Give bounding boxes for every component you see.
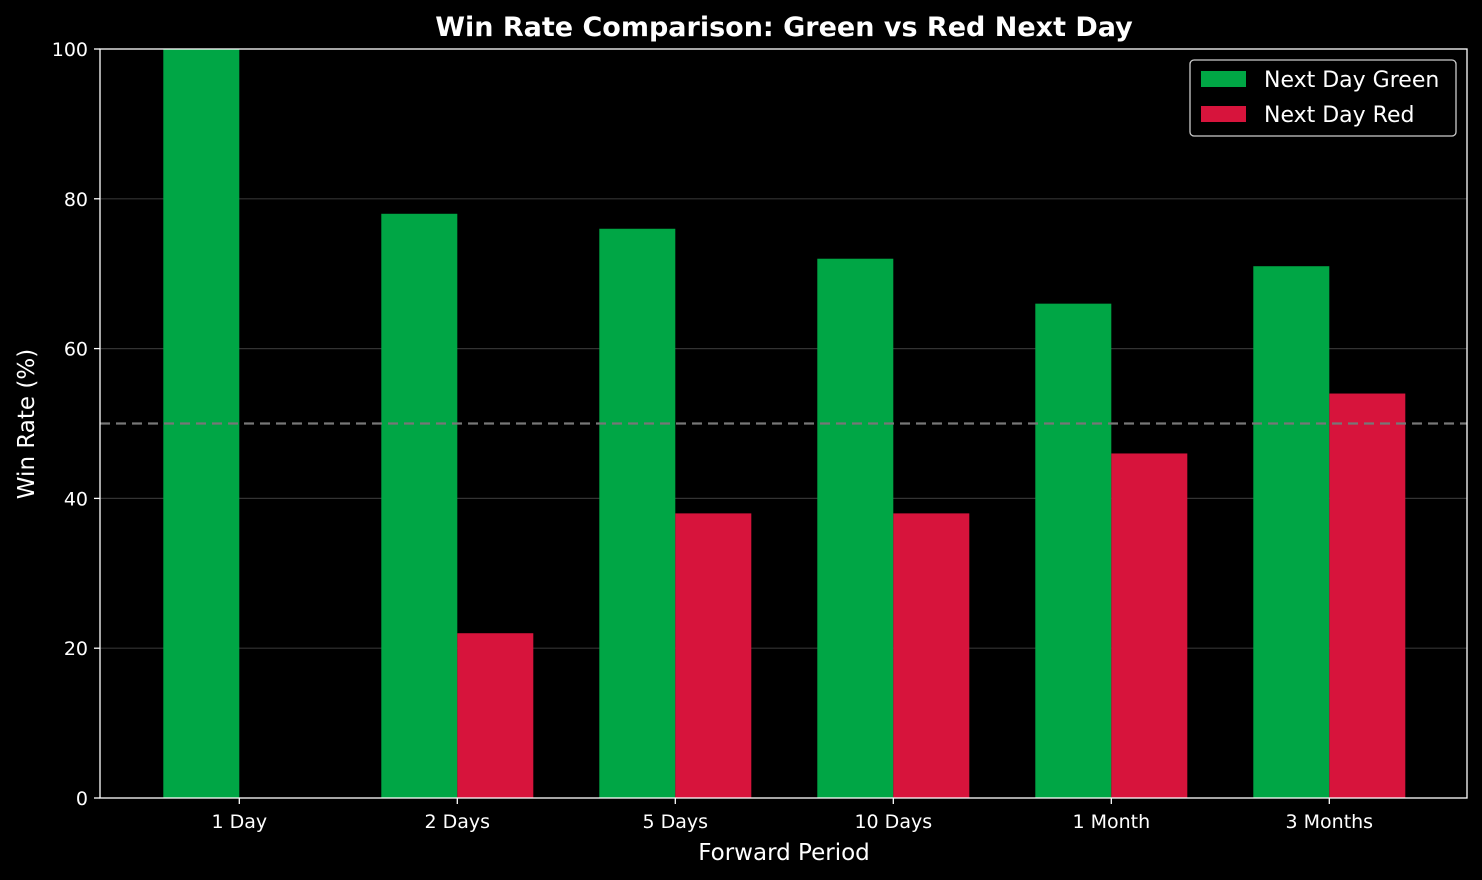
y-tick-label-0: 0 bbox=[76, 788, 88, 810]
y-axis-label: Win Rate (%) bbox=[14, 349, 40, 499]
bar-next-day-green-3 bbox=[817, 258, 894, 799]
y-axis-ticks: 0 20 40 60 80 100 bbox=[52, 39, 100, 810]
y-tick-label-5: 100 bbox=[52, 39, 88, 61]
legend-swatch-1 bbox=[1201, 106, 1246, 122]
y-tick-label-4: 80 bbox=[64, 189, 88, 211]
chart-title: Win Rate Comparison: Green vs Red Next D… bbox=[435, 12, 1133, 43]
x-tick-label-0: 1 Day bbox=[211, 811, 267, 833]
y-tick-label-2: 40 bbox=[64, 488, 88, 510]
legend-label-0: Next Day Green bbox=[1264, 68, 1439, 93]
legend-box bbox=[1189, 59, 1457, 137]
bar-next-day-red-5 bbox=[1329, 393, 1406, 798]
bar-next-day-red-4 bbox=[1111, 453, 1188, 798]
x-tick-label-2: 5 Days bbox=[643, 811, 709, 833]
bar-next-day-red-2 bbox=[675, 513, 752, 798]
x-axis-label: Forward Period bbox=[698, 840, 870, 866]
x-tick-label-3: 10 Days bbox=[854, 811, 932, 833]
x-tick-label-1: 2 Days bbox=[425, 811, 491, 833]
bar-next-day-green-4 bbox=[1035, 303, 1112, 798]
x-axis-ticks: 1 Day 2 Days 5 Days 10 Days 1 Month 3 Months bbox=[211, 798, 1373, 833]
x-tick-label-5: 3 Months bbox=[1286, 811, 1374, 833]
y-tick-label-1: 20 bbox=[64, 638, 88, 660]
legend: Next Day Green Next Day Red bbox=[1189, 59, 1457, 137]
y-tick-label-3: 60 bbox=[64, 339, 88, 361]
bar-next-day-green-2 bbox=[599, 228, 676, 798]
bar-next-day-green-1 bbox=[381, 213, 458, 798]
x-tick-label-4: 1 Month bbox=[1072, 811, 1150, 833]
bar-next-day-green-5 bbox=[1253, 266, 1330, 799]
plot-frame bbox=[99, 48, 1468, 799]
legend-label-1: Next Day Red bbox=[1264, 103, 1414, 128]
bar-next-day-red-1 bbox=[457, 633, 534, 798]
bar-next-day-red-3 bbox=[893, 513, 970, 798]
legend-swatch-0 bbox=[1201, 71, 1246, 87]
bars bbox=[163, 49, 1406, 799]
grid-lines bbox=[100, 198, 1467, 649]
